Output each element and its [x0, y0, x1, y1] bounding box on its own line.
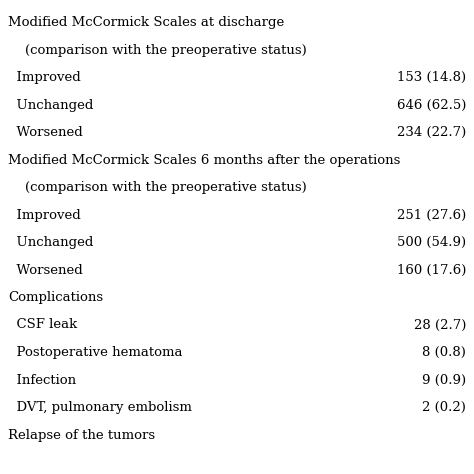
Text: Postoperative hematoma: Postoperative hematoma: [8, 346, 182, 359]
Text: Modified McCormick Scales 6 months after the operations: Modified McCormick Scales 6 months after…: [8, 154, 401, 166]
Text: Complications: Complications: [8, 291, 103, 304]
Text: Worsened: Worsened: [8, 126, 83, 139]
Text: 234 (22.7): 234 (22.7): [397, 126, 466, 139]
Text: (comparison with the preoperative status): (comparison with the preoperative status…: [8, 44, 307, 56]
Text: Unchanged: Unchanged: [8, 236, 93, 249]
Text: Improved: Improved: [8, 71, 81, 84]
Text: 2 (0.2): 2 (0.2): [422, 401, 466, 414]
Text: Worsened: Worsened: [8, 264, 83, 276]
Text: DVT, pulmonary embolism: DVT, pulmonary embolism: [8, 401, 192, 414]
Text: 251 (27.6): 251 (27.6): [397, 209, 466, 221]
Text: 160 (17.6): 160 (17.6): [397, 264, 466, 276]
Text: Unchanged: Unchanged: [8, 99, 93, 111]
Text: CSF leak: CSF leak: [8, 319, 77, 331]
Text: (comparison with the preoperative status): (comparison with the preoperative status…: [8, 181, 307, 194]
Text: Relapse of the tumors: Relapse of the tumors: [8, 428, 155, 441]
Text: Infection: Infection: [8, 374, 76, 386]
Text: 8 (0.8): 8 (0.8): [422, 346, 466, 359]
Text: 9 (0.9): 9 (0.9): [422, 374, 466, 386]
Text: 646 (62.5): 646 (62.5): [397, 99, 466, 111]
Text: 28 (2.7): 28 (2.7): [414, 319, 466, 331]
Text: 500 (54.9): 500 (54.9): [397, 236, 466, 249]
Text: Modified McCormick Scales at discharge: Modified McCormick Scales at discharge: [8, 16, 284, 29]
Text: Improved: Improved: [8, 209, 81, 221]
Text: 153 (14.8): 153 (14.8): [397, 71, 466, 84]
